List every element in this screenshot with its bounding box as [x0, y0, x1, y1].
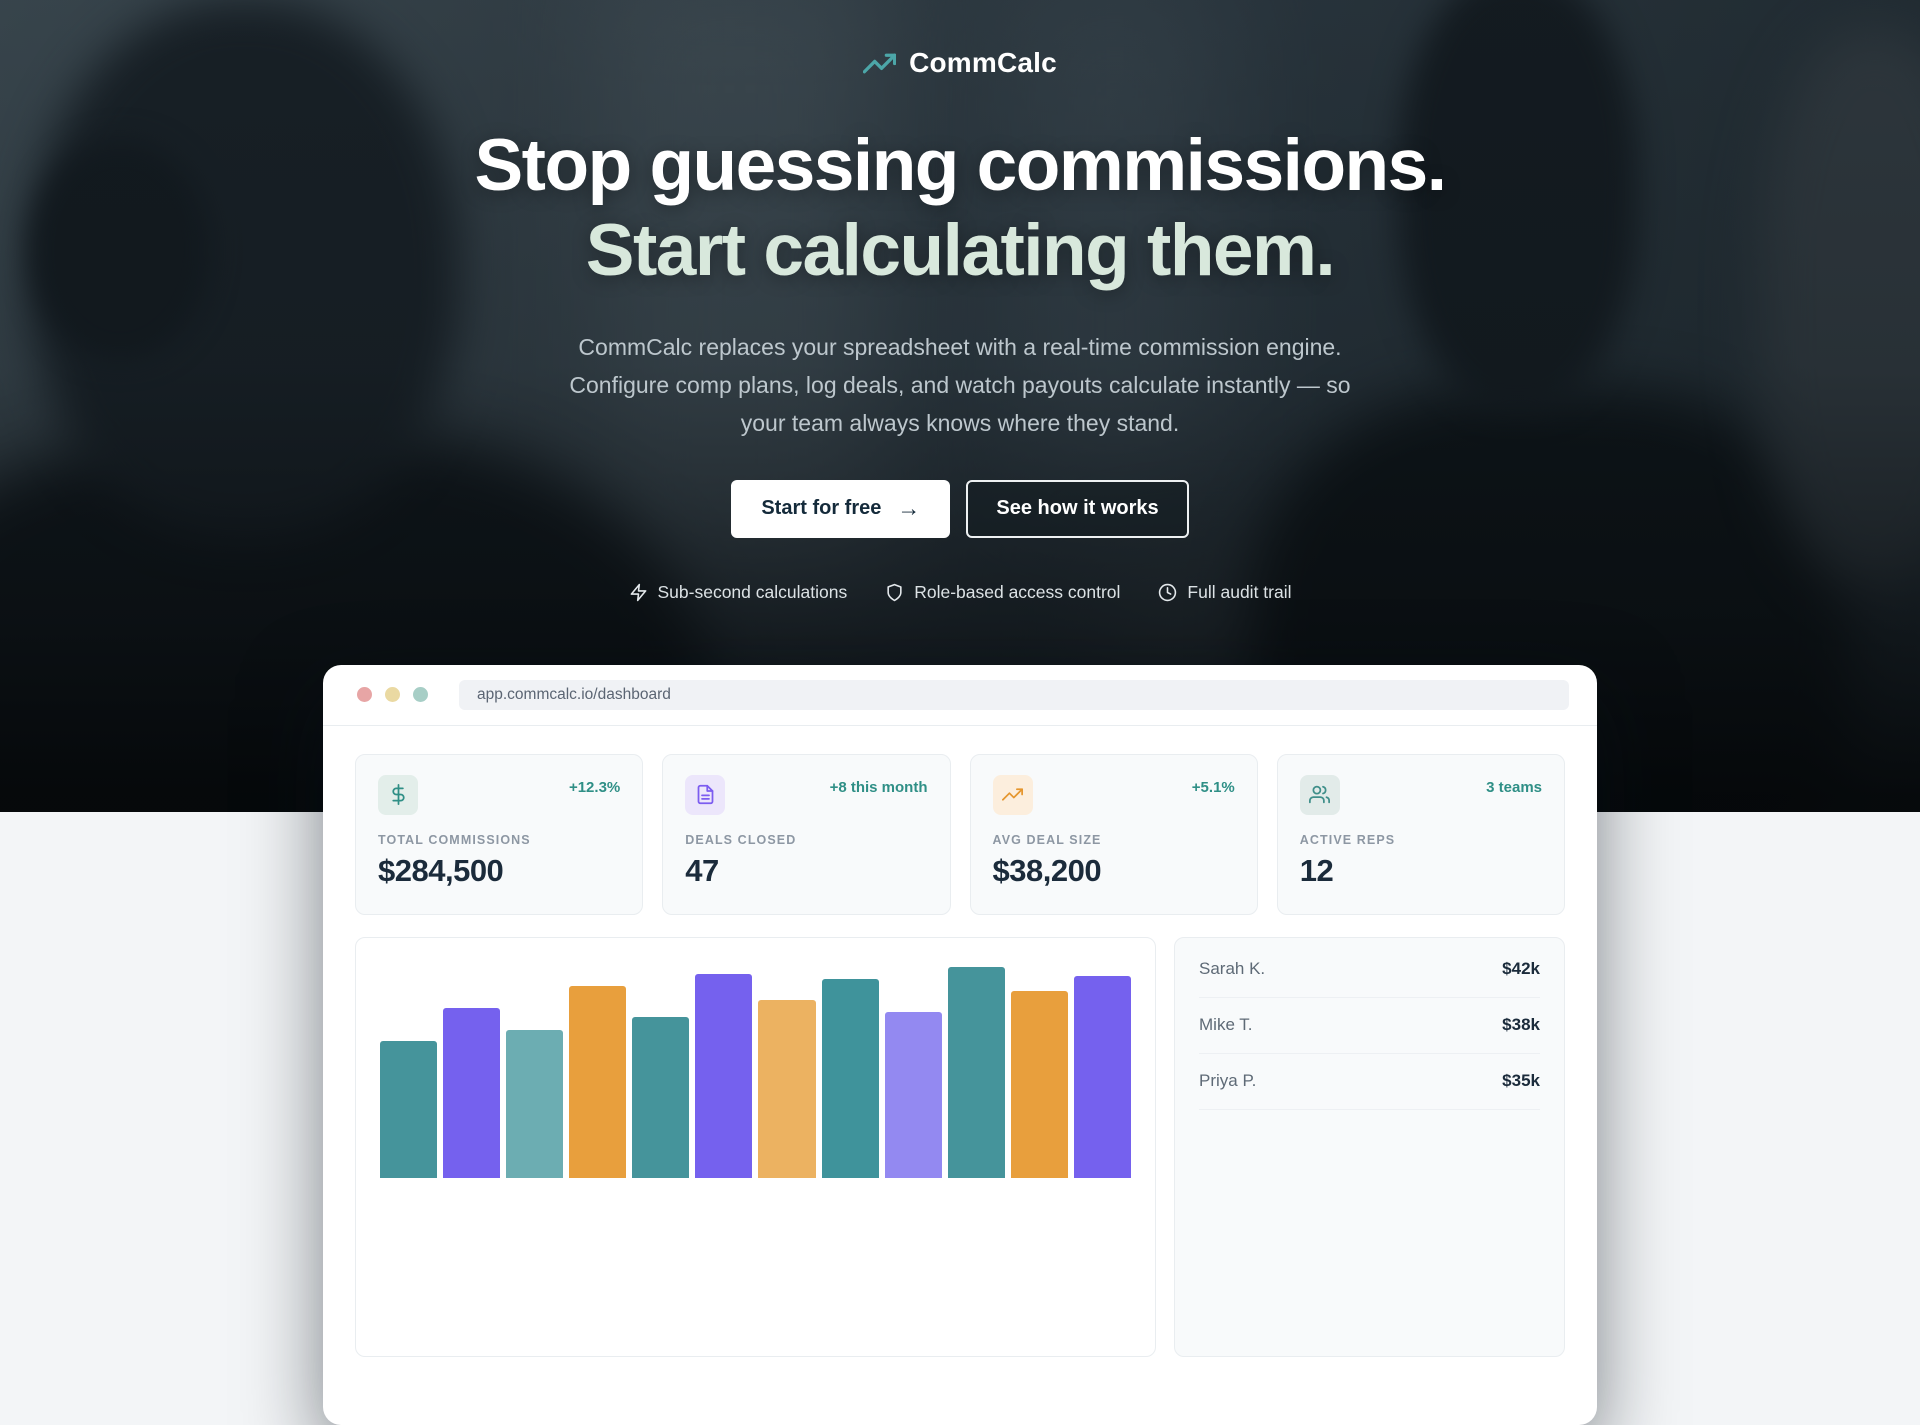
traffic-light-zoom-icon	[413, 687, 428, 703]
chart-bar	[569, 985, 627, 1178]
leaderboard-value: $42k	[1502, 958, 1540, 978]
feature-item: Role-based access control	[885, 582, 1120, 603]
cta-row: Start for free → See how it works	[0, 479, 1920, 538]
browser-chrome: app.commcalc.io/dashboard	[323, 665, 1597, 726]
start-for-free-button[interactable]: Start for free →	[731, 479, 951, 538]
feature-item: Sub-second calculations	[629, 581, 848, 603]
stat-card: +5.1% AVG DEAL SIZE $38,200	[969, 753, 1258, 915]
stat-value: 47	[685, 852, 719, 888]
traffic-light-minimize-icon	[385, 687, 400, 703]
stat-badge: 3 teams	[1486, 778, 1542, 796]
leaderboard-rows: Sarah K. $42k Mike T. $38k Priya P. $35k	[1199, 942, 1540, 1110]
chart-bar	[947, 966, 1005, 1178]
chart-bar	[821, 978, 879, 1178]
trending-up-icon	[992, 774, 1033, 815]
leaderboard-row: Priya P. $35k	[1199, 1054, 1540, 1110]
feature-label: Sub-second calculations	[657, 581, 848, 602]
leaderboard-name: Sarah K.	[1199, 958, 1266, 978]
traffic-light-close-icon	[357, 687, 372, 703]
stat-card-grid: +12.3% TOTAL COMMISSIONS $284,500 +8 this m…	[355, 753, 1565, 915]
chart-bar	[1073, 975, 1131, 1178]
stat-label: AVG DEAL SIZE	[992, 832, 1102, 847]
hero-headline: Stop guessing commissions. Start calcula…	[0, 123, 1920, 294]
stat-label: DEALS CLOSED	[685, 832, 797, 847]
feature-list: Sub-second calculations Role-based access…	[0, 582, 1920, 603]
stat-card: +8 this month DEALS CLOSED 47	[662, 753, 951, 915]
chart-bar	[443, 1007, 501, 1178]
stat-value: $284,500	[378, 852, 504, 888]
hero-subtitle: CommCalc replaces your spreadsheet with …	[569, 333, 1351, 436]
feature-item: Full audit trail	[1158, 581, 1292, 603]
chart-bar	[380, 1040, 438, 1178]
stat-label: TOTAL COMMISSIONS	[378, 832, 531, 847]
stat-card: 3 teams ACTIVE REPS 12	[1276, 753, 1565, 915]
users-icon	[1299, 774, 1340, 815]
chart-bar	[632, 1016, 690, 1178]
brand-logo: CommCalc	[0, 45, 1920, 81]
stat-label: ACTIVE REPS	[1299, 832, 1396, 847]
bar-chart	[380, 962, 1131, 1178]
chart-bar	[695, 973, 753, 1178]
stat-badge: +12.3%	[568, 778, 621, 796]
clock-icon	[1158, 583, 1177, 602]
brand-name: CommCalc	[909, 47, 1057, 78]
leaderboard-value: $38k	[1502, 1014, 1540, 1034]
stat-value: 12	[1299, 852, 1334, 888]
stat-card: +12.3% TOTAL COMMISSIONS $284,500	[355, 753, 644, 915]
dashboard-body: +12.3% TOTAL COMMISSIONS $284,500 +8 this m…	[323, 726, 1597, 1385]
chart-bar	[1010, 990, 1068, 1178]
stat-value: $38,200	[992, 852, 1102, 888]
zap-icon	[629, 583, 648, 602]
shield-icon	[885, 583, 904, 602]
leaderboard-card: Sarah K. $42k Mike T. $38k Priya P. $35k	[1174, 936, 1565, 1357]
headline-line-1: Stop guessing commissions.	[474, 125, 1447, 206]
dashboard-mockup-window: app.commcalc.io/dashboard +12.3% TOTAL CO…	[323, 664, 1597, 1425]
chart-bar	[758, 999, 816, 1178]
leaderboard-row: Mike T. $38k	[1199, 998, 1540, 1054]
feature-label: Role-based access control	[914, 581, 1121, 602]
stat-badge: +5.1%	[1191, 778, 1235, 796]
url-text: app.commcalc.io/dashboard	[477, 685, 671, 703]
leaderboard-value: $35k	[1502, 1070, 1540, 1090]
leaderboard-name: Mike T.	[1199, 1014, 1253, 1034]
leaderboard-row: Sarah K. $42k	[1199, 942, 1540, 998]
bar-chart-card	[355, 936, 1156, 1357]
stat-badge: +8 this month	[829, 778, 928, 796]
browser-url-bar: app.commcalc.io/dashboard	[459, 679, 1569, 710]
arrow-right-icon: →	[897, 495, 921, 522]
headline-line-2: Start calculating them.	[585, 210, 1336, 292]
chart-bar	[506, 1029, 564, 1178]
feature-label: Full audit trail	[1187, 581, 1292, 602]
chart-bar	[884, 1011, 942, 1178]
leaderboard-name: Priya P.	[1199, 1070, 1257, 1090]
see-how-it-works-button[interactable]: See how it works	[966, 479, 1189, 538]
trending-up-icon	[863, 47, 897, 80]
dollar-icon	[378, 774, 418, 815]
file-text-icon	[685, 774, 726, 815]
